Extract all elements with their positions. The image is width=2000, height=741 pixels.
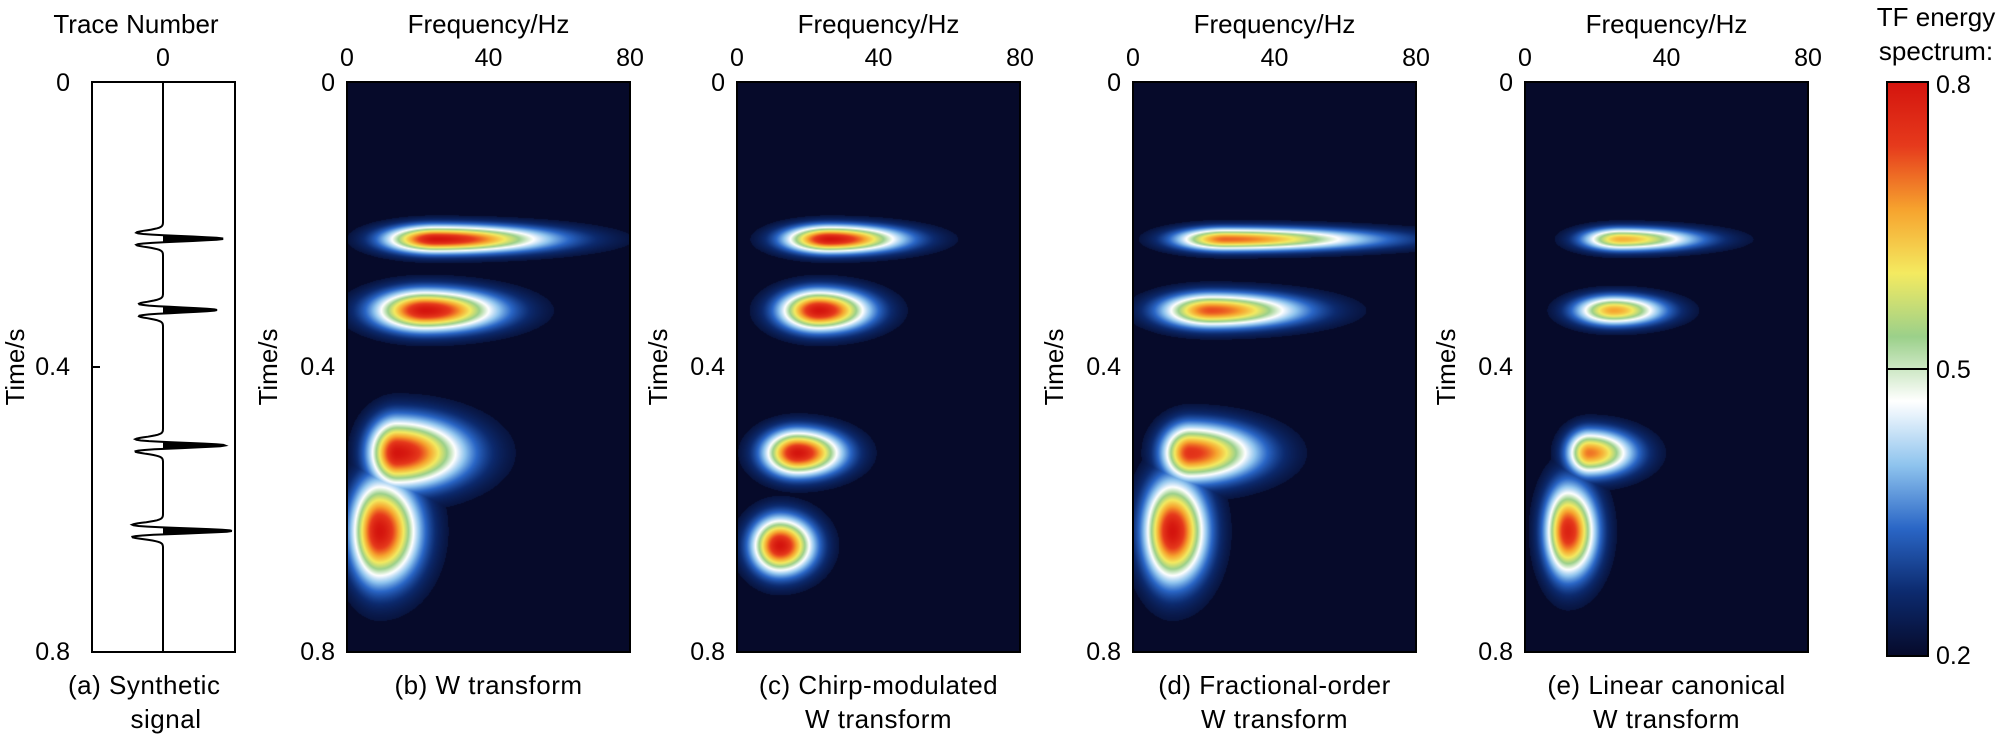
panel-d-fractional-order-w-transform: Frequency/Hz 0 40 80 0 0.4 0.8 Time/s (d) Fracti… bbox=[1039, 9, 1430, 734]
panel-b-x-tick-0: 0 bbox=[340, 44, 354, 72]
panel-b-ylabel: Time/s bbox=[253, 328, 283, 405]
panel-e-x-tick-1: 40 bbox=[1653, 44, 1681, 72]
panel-c-y-tick-0: 0 bbox=[711, 69, 725, 97]
panel-c-caption-line2: W transform bbox=[805, 704, 952, 734]
panel-a-y-tick-0: 0 bbox=[56, 69, 70, 97]
panel-d-y-tick-2: 0.8 bbox=[1086, 638, 1121, 666]
panel-e-y-tick-1: 0.4 bbox=[1478, 353, 1513, 381]
panel-d-x-tick-1: 40 bbox=[1261, 44, 1289, 72]
panel-b-frame bbox=[346, 81, 631, 653]
panel-e-x-tick-0: 0 bbox=[1518, 44, 1532, 72]
panel-b-y-tick-0: 0 bbox=[321, 69, 335, 97]
panel-e-ylabel: Time/s bbox=[1431, 328, 1461, 405]
panel-a-x-tick: 0 bbox=[156, 44, 170, 72]
panel-c-frame bbox=[736, 81, 1021, 653]
panel-d-caption-line2: W transform bbox=[1201, 704, 1348, 734]
panel-c-x-tick-1: 40 bbox=[865, 44, 893, 72]
panel-a-title: Trace Number bbox=[53, 9, 219, 39]
panel-d-xlabel: Frequency/Hz bbox=[1194, 9, 1356, 39]
panel-a-y-tick-1: 0.4 bbox=[35, 353, 70, 381]
panel-c-caption-line1: (c) Chirp-modulated bbox=[759, 670, 998, 700]
panel-c-xlabel: Frequency/Hz bbox=[798, 9, 960, 39]
panel-d-ylabel: Time/s bbox=[1039, 328, 1069, 405]
colorbar: TF energy spectrum: 0.8 0.5 0.2 bbox=[1877, 2, 1996, 670]
panel-b-heatmap bbox=[347, 82, 630, 652]
panel-d-heatmap bbox=[1133, 82, 1416, 652]
panel-d-y-tick-0: 0 bbox=[1107, 69, 1121, 97]
panel-a-y-tick-2: 0.8 bbox=[35, 638, 70, 666]
panel-b-xlabel: Frequency/Hz bbox=[408, 9, 570, 39]
panel-d-frame bbox=[1132, 81, 1417, 653]
panel-a-caption-line1: (a) Synthetic bbox=[68, 670, 220, 700]
panel-e-y-tick-2: 0.8 bbox=[1478, 638, 1513, 666]
panel-a-caption-line2: signal bbox=[131, 704, 202, 734]
colorbar-title-line2: spectrum: bbox=[1879, 36, 1993, 66]
colorbar-title-line1: TF energy bbox=[1877, 2, 1996, 32]
panel-e-frame bbox=[1524, 81, 1809, 653]
panel-c-heatmap bbox=[737, 82, 1020, 652]
panel-d-x-tick-0: 0 bbox=[1126, 44, 1140, 72]
panel-e-heatmap bbox=[1525, 82, 1808, 652]
panel-c-x-tick-2: 80 bbox=[1006, 44, 1034, 72]
colorbar-tick-top: 0.8 bbox=[1936, 71, 1971, 99]
panel-d-caption-line1: (d) Fractional-order bbox=[1158, 670, 1391, 700]
panel-b-w-transform: Frequency/Hz 0 40 80 0 0.4 0.8 Time/s (b) W tran… bbox=[253, 9, 644, 700]
panel-c-y-tick-2: 0.8 bbox=[690, 638, 725, 666]
panel-b-y-tick-1: 0.4 bbox=[300, 353, 335, 381]
panel-e-y-tick-0: 0 bbox=[1499, 69, 1513, 97]
panel-a-synthetic-signal: Trace Number 0 0 0.4 0.8 Time/s (a) Synt… bbox=[0, 9, 236, 734]
signal-trace bbox=[129, 82, 233, 652]
panel-c-y-tick-1: 0.4 bbox=[690, 353, 725, 381]
panel-b-x-tick-1: 40 bbox=[475, 44, 503, 72]
panel-c-chirp-modulated-w-transform: Frequency/Hz 0 40 80 0 0.4 0.8 Time/s (c) Chirp-… bbox=[643, 9, 1034, 734]
panel-c-x-tick-0: 0 bbox=[730, 44, 744, 72]
colorbar-tick-mid: 0.5 bbox=[1936, 356, 1971, 384]
panel-c-ylabel: Time/s bbox=[643, 328, 673, 405]
panel-d-y-tick-1: 0.4 bbox=[1086, 353, 1121, 381]
colorbar-tick-bottom: 0.2 bbox=[1936, 642, 1971, 670]
panel-e-xlabel: Frequency/Hz bbox=[1586, 9, 1748, 39]
panel-e-caption-line2: W transform bbox=[1593, 704, 1740, 734]
panel-d-x-tick-2: 80 bbox=[1402, 44, 1430, 72]
panel-b-caption-line1: (b) W transform bbox=[394, 670, 582, 700]
panel-b-y-tick-2: 0.8 bbox=[300, 638, 335, 666]
panel-e-linear-canonical-w-transform: Frequency/Hz 0 40 80 0 0.4 0.8 Time/s (e) Linear… bbox=[1431, 9, 1822, 734]
panel-e-caption-line1: (e) Linear canonical bbox=[1547, 670, 1785, 700]
panel-b-x-tick-2: 80 bbox=[616, 44, 644, 72]
panel-a-ylabel: Time/s bbox=[0, 328, 30, 405]
panel-e-x-tick-2: 80 bbox=[1794, 44, 1822, 72]
